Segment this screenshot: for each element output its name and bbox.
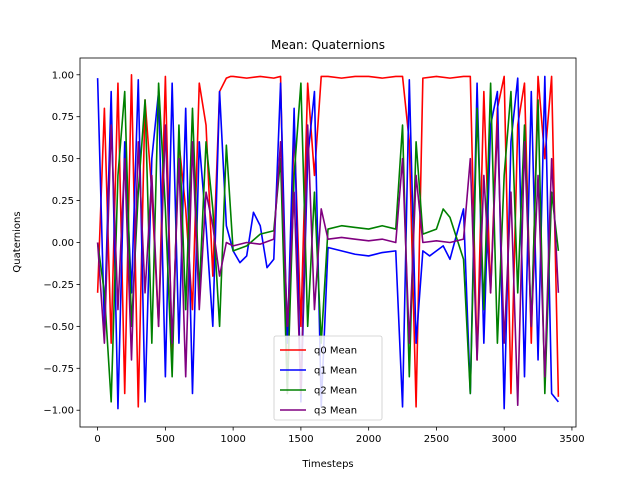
series-line-q3 bbox=[96, 124, 560, 407]
x-tick-label: 0 bbox=[94, 434, 100, 445]
legend: q0 Mean q1 Mean q2 Mean q3 Mean bbox=[273, 335, 383, 421]
x-tick-label: 1000 bbox=[220, 434, 245, 445]
x-tick-label: 3000 bbox=[491, 434, 516, 445]
x-tick-label: 2000 bbox=[356, 434, 381, 445]
legend-box bbox=[273, 335, 383, 421]
series-layer bbox=[96, 73, 560, 410]
y-axis-title: Quaternions bbox=[12, 211, 23, 272]
axes-layer: 0 500 1000 1500 2000 2500 3000 3500 −1.00 −0.75 −0… bbox=[43, 57, 585, 445]
legend-label: q2 Mean bbox=[314, 386, 357, 397]
series-line-q2 bbox=[96, 82, 560, 403]
x-tick-label: 2500 bbox=[424, 434, 449, 445]
x-tick-label: 1500 bbox=[288, 434, 313, 445]
y-tick-label: 0.75 bbox=[52, 112, 74, 123]
y-tick-label: 0.50 bbox=[52, 154, 74, 165]
x-tick-label: 500 bbox=[156, 434, 175, 445]
y-tick-label: −0.50 bbox=[43, 322, 74, 333]
chart-title: Mean: Quaternions bbox=[271, 38, 385, 52]
y-tick-label: 1.00 bbox=[52, 70, 74, 81]
y-tick-label: −0.75 bbox=[43, 364, 74, 375]
y-tick-label: −0.25 bbox=[43, 280, 74, 291]
legend-label: q1 Mean bbox=[314, 366, 357, 377]
y-tick-label: −1.00 bbox=[43, 406, 74, 417]
x-tick-label: 3500 bbox=[559, 434, 584, 445]
legend-label: q3 Mean bbox=[314, 406, 357, 417]
legend-label: q0 Mean bbox=[314, 346, 357, 357]
y-tick-label: 0.25 bbox=[52, 196, 74, 207]
y-tick-label: 0.00 bbox=[52, 238, 74, 249]
x-axis-title: Timesteps bbox=[301, 459, 353, 470]
